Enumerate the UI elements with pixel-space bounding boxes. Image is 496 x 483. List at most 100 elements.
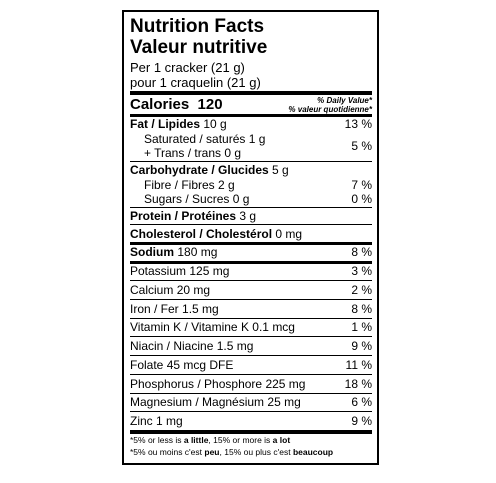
nutrient-name: Phosphorus / Phosphore — [130, 377, 263, 391]
nutrient-name: Sodium — [130, 245, 174, 259]
rule — [130, 224, 372, 225]
daily-value: 5 % — [351, 139, 372, 153]
daily-value: 18 % — [344, 377, 372, 391]
nutrient-name: Potassium — [130, 264, 187, 278]
nutrient-row: Iron / Fer 1.5 mg — [130, 302, 219, 316]
rule — [130, 280, 372, 281]
daily-value: 7 % — [351, 178, 372, 192]
nutrient-amount: 1 mg — [156, 414, 183, 428]
dv-header-en: % Daily Value* — [317, 96, 372, 105]
nutrient-amount: 0 g — [232, 192, 250, 206]
nutrient-row: Fibre / Fibres 2 g — [144, 178, 235, 192]
nutrient-amount: 10 g — [203, 117, 227, 131]
nutrient-row: Potassium 125 mg — [130, 264, 229, 278]
nutrient-amount: 20 mg — [176, 283, 211, 297]
daily-value: 8 % — [351, 245, 372, 259]
nutrient-name: Calcium — [130, 283, 174, 297]
rule — [130, 430, 372, 434]
daily-value: 0 % — [351, 192, 372, 206]
nutrient-row: Phosphorus / Phosphore 225 mg — [130, 377, 305, 391]
nutrient-amount: 25 mg — [267, 395, 301, 409]
nutrient-amount: 0 mg — [275, 227, 303, 241]
nutrient-row: Sodium 180 mg — [130, 245, 217, 259]
footnote-fr: *5% ou moins c'est peu, 15% ou plus c'es… — [130, 447, 333, 458]
nutrient-name: Vitamin K / Vitamine K — [130, 320, 249, 334]
daily-value: 9 % — [351, 414, 372, 428]
nutrient-row: Calcium 20 mg — [130, 283, 210, 297]
nutrient-amount: 225 mg — [265, 377, 306, 391]
daily-value: 9 % — [351, 339, 372, 353]
fn-bold: a lot — [272, 435, 291, 445]
daily-value: 2 % — [351, 283, 372, 297]
rule — [130, 114, 372, 117]
nutrient-amount: 1.5 mg — [182, 302, 219, 316]
nutrient-amount: 180 mg — [177, 245, 218, 259]
fn-text: , 15% ou plus c'est — [219, 447, 293, 457]
nutrient-row: + Trans / trans 0 g — [144, 146, 241, 160]
dv-header-fr: % valeur quotidienne* — [288, 105, 372, 114]
nutrient-amount: 2 g — [218, 178, 235, 192]
daily-value: 3 % — [351, 264, 372, 278]
nutrient-amount: 45 mcg DFE — [166, 358, 234, 372]
nutrient-row: Sugars / Sucres 0 g — [144, 192, 249, 206]
nutrient-name: Folate — [130, 358, 164, 372]
fn-bold: peu — [204, 447, 220, 457]
nutrient-name: Magnesium / Magnésium — [130, 395, 265, 409]
nutrient-name: Fat / Lipides — [130, 117, 201, 131]
nutrient-amount: 125 mg — [189, 264, 230, 278]
daily-value: 11 % — [345, 358, 372, 372]
rule — [130, 411, 372, 412]
nutrient-name: Iron / Fer — [130, 302, 179, 316]
calories-label: Calories — [130, 96, 190, 113]
rule — [130, 207, 372, 208]
rule — [130, 242, 372, 245]
daily-value: 8 % — [351, 302, 372, 316]
nutrient-row: Carbohydrate / Glucides 5 g — [130, 163, 289, 177]
nutrient-row: Folate 45 mcg DFE — [130, 358, 233, 372]
nutrient-row: Saturated / saturés 1 g — [144, 132, 265, 146]
nutrient-name: Saturated / saturés — [144, 132, 246, 146]
nutrient-name: Sugars / Sucres — [144, 192, 230, 206]
nutrient-name: + Trans / trans — [144, 146, 222, 160]
nutrient-row: Protein / Protéines 3 g — [130, 209, 256, 223]
fn-text: *5% ou moins c'est — [130, 447, 205, 457]
nutrient-amount: 0 g — [224, 146, 242, 160]
rule — [130, 355, 372, 356]
nutrient-row: Fat / Lipides 10 g — [130, 117, 227, 131]
nutrient-name: Protein / Protéines — [130, 209, 237, 223]
rule — [130, 393, 372, 394]
rule — [130, 374, 372, 375]
nutrient-amount: 0.1 mcg — [252, 320, 295, 334]
nutrient-row: Niacin / Niacine 1.5 mg — [130, 339, 253, 353]
nutrient-amount: 3 g — [239, 209, 257, 223]
nutrient-amount: 5 g — [272, 163, 289, 177]
nutrient-name: Cholesterol / Cholestérol — [130, 227, 273, 241]
label-border — [122, 10, 379, 465]
serving-fr: pour 1 craquelin (21 g) — [130, 75, 261, 90]
fn-text: , 15% or more is — [208, 435, 273, 445]
nutrient-row: Zinc 1 mg — [130, 414, 183, 428]
rule — [130, 318, 372, 319]
rule — [130, 161, 372, 162]
calories-value: 120 — [197, 96, 223, 113]
fn-text: *5% or less is — [130, 435, 184, 445]
daily-value: 13 % — [344, 117, 372, 131]
nutrient-name: Zinc — [130, 414, 153, 428]
nutrient-name: Niacin / Niacine — [130, 339, 214, 353]
nutrient-amount: 1.5 mg — [216, 339, 254, 353]
daily-value: 1 % — [351, 320, 372, 334]
daily-value: 6 % — [351, 395, 372, 409]
nutrient-row: Vitamin K / Vitamine K 0.1 mcg — [130, 320, 295, 334]
title-en: Nutrition Facts — [130, 16, 265, 37]
nutrient-row: Cholesterol / Cholestérol 0 mg — [130, 227, 302, 241]
rule — [130, 299, 372, 300]
rule — [130, 336, 372, 337]
rule — [130, 261, 372, 264]
nutrient-row: Magnesium / Magnésium 25 mg — [130, 395, 301, 409]
serving-en: Per 1 cracker (21 g) — [130, 60, 245, 75]
calories: Calories 120 — [130, 96, 223, 113]
nutrient-name: Fibre / Fibres — [144, 178, 215, 192]
nutrient-amount: 1 g — [248, 132, 266, 146]
fn-bold: beaucoup — [292, 447, 334, 457]
